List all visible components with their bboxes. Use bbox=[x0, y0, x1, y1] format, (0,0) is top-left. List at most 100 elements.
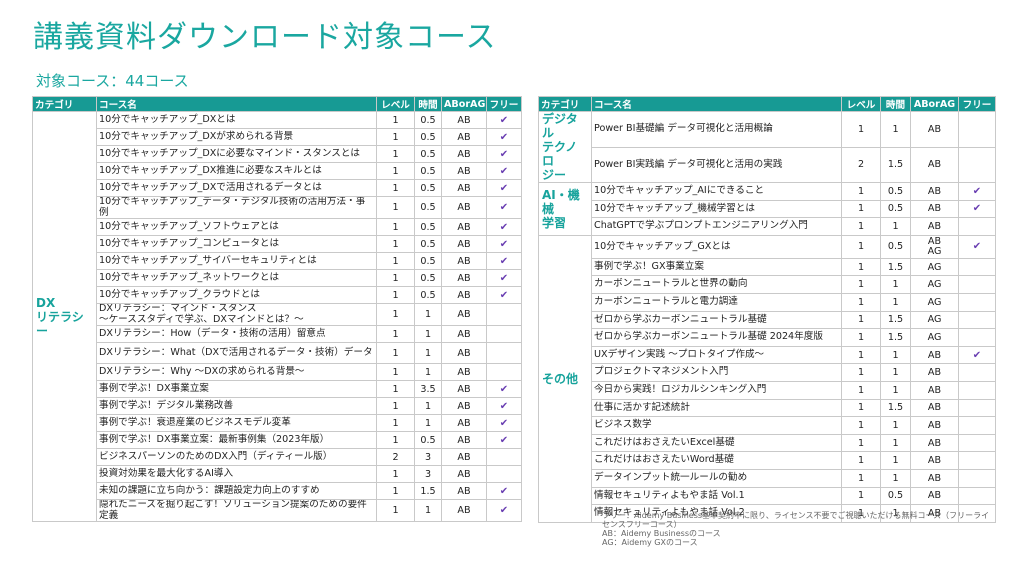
course-time: 1 bbox=[880, 275, 911, 294]
course-name: 10分でキャッチアップ_DXで活用されるデータとは bbox=[96, 179, 377, 197]
free-check-icon bbox=[958, 486, 996, 506]
course-name: 10分でキャッチアップ_ソフトウェアとは bbox=[96, 218, 377, 236]
course-name: カーボンニュートラルと電力調達 bbox=[591, 292, 842, 312]
course-level: 2 bbox=[841, 146, 881, 183]
course-level: 1 bbox=[841, 257, 881, 277]
course-time: 1 bbox=[880, 380, 911, 400]
course-type: AB bbox=[441, 431, 487, 449]
course-time: 1 bbox=[414, 342, 442, 364]
free-check-icon: ✔ bbox=[486, 218, 522, 236]
course-level: 1 bbox=[376, 218, 415, 236]
course-name: 10分でキャッチアップ_DXが求められる背景 bbox=[96, 128, 377, 146]
course-time: 0.5 bbox=[414, 286, 442, 304]
free-check-icon bbox=[958, 468, 996, 488]
table-row: Power BI実践編 データ可視化と活用の実践 2 1.5 AB bbox=[539, 146, 996, 183]
free-check-icon bbox=[486, 465, 522, 483]
course-name: プロジェクトマネジメント入門 bbox=[591, 363, 842, 382]
course-time: 0.5 bbox=[880, 182, 911, 201]
course-type: AB bbox=[441, 269, 487, 287]
course-level: 1 bbox=[376, 111, 415, 129]
course-level: 1 bbox=[841, 433, 881, 453]
course-level: 1 bbox=[376, 196, 415, 219]
table-row: ゼロから学ぶカーボンニュートラル基礎 1 1.5 AG bbox=[539, 310, 996, 330]
course-level: 1 bbox=[841, 292, 881, 312]
course-time: 0.5 bbox=[880, 234, 911, 259]
course-time: 1.5 bbox=[880, 310, 911, 330]
course-type: AG bbox=[910, 328, 959, 347]
table-row: DXリテラシー：Why ～DXの求められる背景～ 1 1 AB bbox=[33, 363, 522, 381]
course-type: AB bbox=[910, 199, 959, 219]
free-check-icon bbox=[486, 342, 522, 364]
header-level: レベル bbox=[841, 96, 881, 112]
header-category: カテゴリ bbox=[538, 96, 592, 112]
table-row: 事例で学ぶ！GX事業立案 1 1.5 AG bbox=[539, 257, 996, 277]
course-type: AB bbox=[910, 363, 959, 382]
course-level: 1 bbox=[841, 504, 881, 523]
header-course: コース名 bbox=[96, 96, 377, 112]
course-time: 1.5 bbox=[880, 146, 911, 183]
course-name: 10分でキャッチアップ_コンピュータとは bbox=[96, 235, 377, 253]
table-row: 情報セキュリティよもやま話 Vol.1 1 0.5 AB bbox=[539, 486, 996, 506]
table-row: カーボンニュートラルと世界の動向 1 1 AG bbox=[539, 275, 996, 294]
category-cell: DX リテラシー bbox=[32, 111, 97, 522]
course-name: ゼロから学ぶカーボンニュートラル基礎 2024年度版 bbox=[591, 328, 842, 347]
category-cell: AI・機械 学習 bbox=[538, 182, 592, 236]
course-level: 1 bbox=[376, 252, 415, 270]
table-row: データインプット統一ルールの勧め 1 1 AB bbox=[539, 468, 996, 488]
course-type: AB bbox=[910, 146, 959, 183]
free-check-icon bbox=[958, 111, 996, 148]
course-name: 事例で学ぶ！デジタル業務改善 bbox=[96, 397, 377, 415]
course-level: 1 bbox=[376, 431, 415, 449]
table-row: 10分でキャッチアップ_DX推進に必要なスキルとは 1 0.5 AB ✔ bbox=[33, 162, 522, 180]
course-time: 0.5 bbox=[414, 111, 442, 129]
course-type: AB bbox=[441, 397, 487, 415]
course-level: 1 bbox=[376, 269, 415, 287]
course-time: 0.5 bbox=[414, 218, 442, 236]
course-type: AB bbox=[910, 416, 959, 435]
course-time: 1.5 bbox=[880, 398, 911, 418]
course-name: 隠れたニーズを掘り起こす！ソリューション提案のための要件定義 bbox=[96, 499, 377, 522]
table-row: カーボンニュートラルと電力調達 1 1 AG bbox=[539, 292, 996, 312]
course-name: ChatGPTで学ぶプロンプトエンジニアリング入門 bbox=[591, 217, 842, 236]
table-row: 10分でキャッチアップ_ネットワークとは 1 0.5 AB ✔ bbox=[33, 269, 522, 287]
course-type: AB bbox=[910, 182, 959, 201]
free-check-icon bbox=[958, 257, 996, 277]
table-row: プロジェクトマネジメント入門 1 1 AB bbox=[539, 363, 996, 382]
course-level: 1 bbox=[376, 380, 415, 398]
course-time: 1 bbox=[414, 303, 442, 326]
course-name: 今日から実践！ロジカルシンキング入門 bbox=[591, 380, 842, 400]
course-name: これだけはおさえたいWord基礎 bbox=[591, 451, 842, 470]
free-check-icon: ✔ bbox=[958, 234, 996, 259]
table-row: デジタル テクノロ ジー Power BI基礎編 データ可視化と活用概論 1 1 AB bbox=[538, 111, 996, 183]
course-name: 10分でキャッチアップ_GXとは bbox=[591, 234, 842, 259]
note-ab: AB：Aidemy Businessのコース bbox=[602, 529, 721, 538]
free-check-icon: ✔ bbox=[958, 345, 996, 365]
table-row: 投資対効果を最大化するAI導入 1 3 AB bbox=[33, 465, 522, 483]
course-level: 1 bbox=[841, 111, 881, 148]
course-name: データインプット統一ルールの勧め bbox=[591, 468, 842, 488]
table-row: ChatGPTで学ぶプロンプトエンジニアリング入門 1 1 AB bbox=[539, 217, 996, 236]
course-name: DXリテラシー：Why ～DXの求められる背景～ bbox=[96, 363, 377, 381]
free-check-icon bbox=[958, 398, 996, 418]
course-name: DXリテラシー：What（DXで活用されるデータ・技術）データ bbox=[96, 342, 377, 364]
free-check-icon: ✔ bbox=[486, 252, 522, 270]
course-level: 1 bbox=[841, 328, 881, 347]
header-aborag: ABorAG bbox=[441, 96, 487, 112]
table-row: 事例で学ぶ！DX事業立案 1 3.5 AB ✔ bbox=[33, 380, 522, 398]
table-row: 仕事に活かす記述統計 1 1.5 AB bbox=[539, 398, 996, 418]
course-time: 1 bbox=[414, 414, 442, 432]
table-row: 10分でキャッチアップ_ソフトウェアとは 1 0.5 AB ✔ bbox=[33, 218, 522, 236]
header-time: 時間 bbox=[880, 96, 911, 112]
table-row: AI・機械 学習 10分でキャッチアップ_AIにできること 1 0.5 AB ✔ bbox=[538, 182, 996, 236]
course-type: AB bbox=[910, 398, 959, 418]
course-time: 0.5 bbox=[414, 179, 442, 197]
free-check-icon bbox=[958, 380, 996, 400]
course-name: ビジネス数学 bbox=[591, 416, 842, 435]
course-type: AB bbox=[910, 504, 959, 523]
course-level: 1 bbox=[841, 398, 881, 418]
course-time: 1 bbox=[880, 416, 911, 435]
course-name: 事例で学ぶ！DX事業立案：最新事例集（2023年版） bbox=[96, 431, 377, 449]
table-row: UXデザイン実践 ～プロトタイプ作成～ 1 1 AB ✔ bbox=[539, 345, 996, 365]
course-level: 1 bbox=[376, 286, 415, 304]
course-type: AB bbox=[441, 128, 487, 146]
